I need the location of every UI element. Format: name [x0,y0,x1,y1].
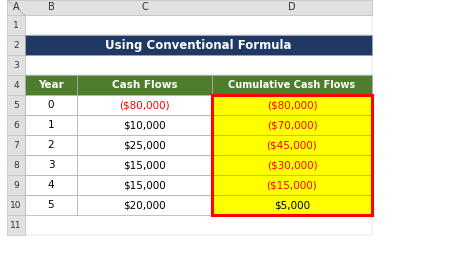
Text: A: A [13,2,19,13]
Text: 5: 5 [48,200,55,210]
Bar [7,115,25,135]
Bar [77,115,212,135]
Text: ($30,000): ($30,000) [267,160,317,170]
Bar [25,175,77,195]
Bar [25,115,372,135]
Text: 4: 4 [13,81,19,90]
Bar [7,215,25,235]
Bar [7,15,25,35]
Bar [7,75,25,95]
Text: 8: 8 [13,161,19,170]
Text: 1: 1 [13,21,19,30]
Bar [25,95,77,115]
Text: $10,000: $10,000 [123,120,166,130]
Bar [77,75,212,95]
Bar [212,75,372,95]
Text: ($80,000): ($80,000) [119,100,170,110]
Bar [25,35,372,55]
Bar [7,0,372,15]
Text: B: B [47,2,55,13]
Bar [7,155,25,175]
Bar [25,155,372,175]
Text: 4: 4 [48,180,55,190]
Text: $20,000: $20,000 [123,200,166,210]
Bar [212,95,372,115]
Bar [25,55,372,75]
Bar [25,175,372,195]
Bar [25,35,372,55]
Text: 6: 6 [13,121,19,130]
Bar [25,135,77,155]
Bar [212,135,372,155]
Text: 2: 2 [13,41,19,50]
Bar [7,195,25,215]
Bar [25,215,372,235]
Text: ($15,000): ($15,000) [266,180,318,190]
Text: Cumulative Cash Flows: Cumulative Cash Flows [228,80,356,90]
Bar [25,75,372,95]
Bar [7,175,25,195]
Text: 5: 5 [13,101,19,110]
Text: Year: Year [38,80,64,90]
Bar [77,95,212,115]
Text: 7: 7 [13,141,19,150]
Text: $15,000: $15,000 [123,160,166,170]
Bar [212,95,372,215]
Bar [25,155,77,175]
Bar [25,95,372,115]
Bar [212,115,372,135]
Bar [77,195,212,215]
Text: D: D [288,2,296,13]
Text: Using Conventional Formula: Using Conventional Formula [105,39,292,52]
Bar [77,155,212,175]
Bar [25,15,372,35]
Bar [7,55,25,75]
Text: ($45,000): ($45,000) [266,140,318,150]
Text: $25,000: $25,000 [123,140,166,150]
Bar [25,115,77,135]
Bar [7,95,25,115]
Text: $5,000: $5,000 [274,200,310,210]
Bar [212,195,372,215]
Text: $15,000: $15,000 [123,180,166,190]
Bar [77,135,212,155]
Bar [7,35,25,55]
Text: 9: 9 [13,181,19,190]
Text: ($80,000): ($80,000) [267,100,317,110]
Bar [25,195,372,215]
Bar [25,75,77,95]
Text: 2: 2 [48,140,55,150]
Bar [77,175,212,195]
Text: ($70,000): ($70,000) [267,120,317,130]
Text: C: C [141,2,148,13]
Bar [7,135,25,155]
Bar [212,175,372,195]
Text: Cash Flows: Cash Flows [112,80,177,90]
Bar [212,155,372,175]
Text: 1: 1 [48,120,55,130]
Bar [25,135,372,155]
Text: 0: 0 [48,100,54,110]
Text: 3: 3 [48,160,55,170]
Text: 3: 3 [13,61,19,70]
Text: 10: 10 [10,201,22,210]
Bar [25,195,77,215]
Text: 11: 11 [10,221,22,230]
